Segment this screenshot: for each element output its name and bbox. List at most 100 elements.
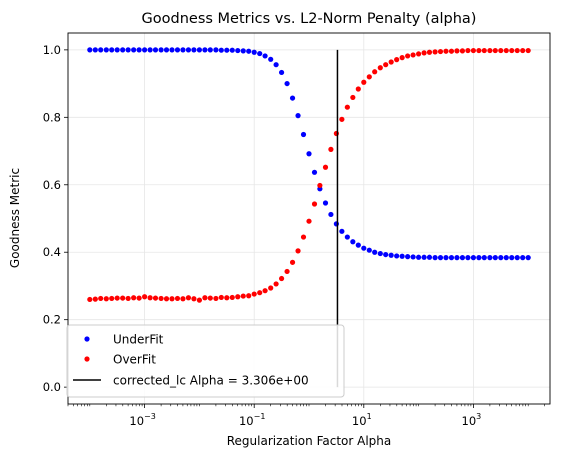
overfit-point <box>300 234 307 240</box>
underfit-point <box>322 200 329 206</box>
underfit-point <box>92 47 98 53</box>
underfit-point <box>152 47 159 53</box>
underfit-point <box>262 53 268 59</box>
underfit-point <box>163 47 170 53</box>
overfit-point <box>487 47 493 54</box>
y-tick-label: 1.0 <box>43 43 61 57</box>
underfit-point <box>289 95 296 101</box>
overfit-point <box>152 295 159 301</box>
x-axis-label: Regularization Factor Alpha <box>227 434 391 448</box>
underfit-point <box>421 254 427 260</box>
y-tick-label: 0.4 <box>43 245 61 259</box>
overfit-point <box>388 59 394 65</box>
overfit-point <box>289 259 296 265</box>
overfit-point <box>509 47 515 54</box>
overfit-point <box>465 47 471 54</box>
x-tick-label: 103 <box>462 412 482 428</box>
underfit-point <box>498 255 504 261</box>
overfit-point <box>87 296 93 303</box>
underfit-point <box>103 47 109 53</box>
underfit-point <box>377 250 383 257</box>
overfit-point <box>185 295 192 301</box>
underfit-point <box>158 47 164 53</box>
overfit-point <box>361 79 367 85</box>
overfit-point <box>114 295 120 301</box>
overfit-point <box>240 293 246 299</box>
underfit-point <box>235 47 241 54</box>
overfit-point <box>174 295 181 302</box>
underfit-point <box>131 47 137 53</box>
x-tick-label: 10−1 <box>239 412 265 428</box>
underfit-point <box>525 255 531 261</box>
overfit-point <box>350 94 356 101</box>
overfit-point <box>278 275 285 282</box>
overfit-point <box>229 294 235 301</box>
y-tick-label: 0.8 <box>43 110 61 124</box>
overfit-point <box>443 48 449 54</box>
underfit-point <box>399 253 405 259</box>
overfit-point <box>339 116 345 122</box>
overfit-point <box>295 248 301 254</box>
underfit-point <box>295 113 301 119</box>
underfit-point <box>432 255 438 261</box>
y-axis-label: Goodness Metric <box>8 168 22 268</box>
y-axis-ticks: 0.0 0.2 0.4 0.6 0.8 1.0 <box>43 43 68 394</box>
underfit-point <box>509 255 515 261</box>
underfit-point <box>328 211 334 218</box>
overfit-point <box>492 47 498 54</box>
underfit-point <box>278 69 285 76</box>
overfit-point <box>421 50 427 56</box>
underfit-point <box>191 47 197 53</box>
underfit-point <box>109 47 115 53</box>
overfit-point <box>520 47 526 54</box>
underfit-point <box>202 47 208 53</box>
underfit-point <box>454 255 460 261</box>
overfit-point <box>147 295 153 301</box>
y-tick-label: 0.6 <box>43 178 61 192</box>
overfit-point <box>322 164 329 170</box>
overfit-point <box>399 55 405 61</box>
underfit-point <box>514 255 520 261</box>
underfit-point <box>372 249 378 255</box>
underfit-point <box>114 47 120 53</box>
overfit-point <box>437 48 444 55</box>
overfit-point <box>163 296 170 302</box>
underfit-point <box>366 247 372 253</box>
overfit-point <box>202 295 208 301</box>
overfit-point <box>142 294 148 300</box>
overfit-point <box>481 47 487 54</box>
underfit-point <box>481 255 487 261</box>
overfit-point <box>98 295 104 302</box>
overfit-point <box>372 69 378 75</box>
underfit-point <box>147 47 153 53</box>
overfit-point <box>383 62 389 68</box>
overfit-point <box>191 296 197 302</box>
y-tick-label: 0.2 <box>43 313 61 327</box>
underfit-point <box>120 47 126 53</box>
underfit-point <box>169 47 175 53</box>
overfit-point <box>405 53 411 59</box>
underfit-point <box>492 255 498 261</box>
overfit-point <box>476 47 482 54</box>
underfit-point <box>437 255 444 261</box>
underfit-point <box>487 255 493 261</box>
underfit-point <box>246 48 252 54</box>
underfit-point <box>284 80 290 87</box>
underfit-point <box>273 62 279 68</box>
overfit-point <box>426 49 433 55</box>
underfit-point <box>465 255 471 261</box>
overfit-point <box>525 47 531 54</box>
underfit-point <box>142 47 148 53</box>
overfit-point <box>503 47 509 54</box>
y-tick-label: 0.0 <box>43 380 61 394</box>
overfit-point <box>218 294 224 301</box>
underfit-point <box>339 228 345 234</box>
overfit-point <box>432 49 438 55</box>
legend-box <box>66 324 345 398</box>
underfit-point <box>257 50 263 57</box>
underfit-point <box>207 47 213 53</box>
overfit-point <box>366 74 372 80</box>
legend: UnderFit OverFit corrected_lc Alpha = 3.… <box>66 324 345 398</box>
overfit-point <box>169 296 175 302</box>
